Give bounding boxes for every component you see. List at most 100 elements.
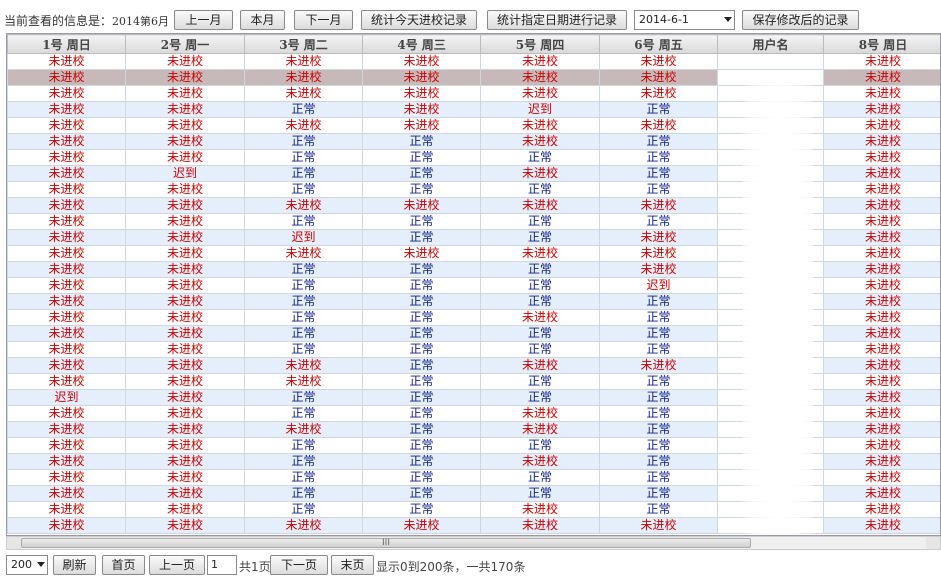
attendance-cell[interactable]: 未进校	[362, 517, 481, 534]
attendance-cell[interactable]: 正常	[480, 229, 600, 246]
attendance-cell[interactable]: 未进校	[599, 85, 718, 102]
attendance-cell[interactable]: 未进校	[599, 261, 718, 278]
attendance-cell[interactable]: 未进校	[7, 197, 126, 214]
attendance-cell[interactable]: 未进校	[480, 85, 600, 102]
attendance-cell[interactable]: 未进校	[244, 517, 363, 534]
attendance-cell[interactable]: 未进校	[823, 453, 940, 470]
attendance-cell[interactable]: 未进校	[823, 405, 940, 422]
first-page-button[interactable]: 首页	[102, 555, 145, 575]
attendance-cell[interactable]: 未进校	[823, 341, 940, 358]
attendance-cell[interactable]: 正常	[599, 325, 718, 342]
attendance-cell[interactable]: 未进校	[125, 437, 245, 454]
attendance-cell[interactable]: 正常	[362, 469, 481, 486]
attendance-cell[interactable]: 未进校	[125, 181, 245, 198]
attendance-cell[interactable]: 未进校	[7, 149, 126, 166]
attendance-cell[interactable]: 正常	[480, 373, 600, 390]
attendance-cell[interactable]: 未进校	[599, 517, 718, 534]
attendance-cell[interactable]: 未进校	[480, 453, 600, 470]
attendance-cell[interactable]: 未进校	[125, 53, 245, 70]
attendance-cell[interactable]: 未进校	[823, 69, 940, 86]
attendance-cell[interactable]: 未进校	[823, 501, 940, 518]
attendance-cell[interactable]: 未进校	[362, 197, 481, 214]
stat-today-button[interactable]: 统计今天进校记录	[361, 10, 477, 30]
stat-date-button[interactable]: 统计指定日期进行记录	[487, 10, 627, 30]
attendance-cell[interactable]: 未进校	[7, 101, 126, 118]
attendance-cell[interactable]: 正常	[362, 405, 481, 422]
attendance-cell[interactable]: 正常	[480, 181, 600, 198]
attendance-cell[interactable]: 正常	[480, 213, 600, 230]
attendance-cell[interactable]: 未进校	[480, 53, 600, 70]
table-row[interactable]: 未进校 未进校 正常 正常 正常 迟到 未进校	[7, 277, 940, 294]
attendance-cell[interactable]: 正常	[480, 469, 600, 486]
attendance-cell[interactable]: 正常	[599, 341, 718, 358]
column-header[interactable]: 用户名	[717, 34, 824, 54]
attendance-cell[interactable]: 正常	[362, 293, 481, 310]
attendance-cell[interactable]: 正常	[599, 501, 718, 518]
attendance-cell[interactable]: 未进校	[244, 53, 363, 70]
attendance-cell[interactable]: 正常	[362, 213, 481, 230]
attendance-cell[interactable]: 迟到	[599, 277, 718, 294]
table-row[interactable]: 未进校 未进校 正常 未进校 迟到 正常 未进校	[7, 101, 940, 118]
attendance-cell[interactable]: 未进校	[125, 309, 245, 326]
attendance-cell[interactable]: 迟到	[480, 101, 600, 118]
attendance-cell[interactable]: 未进校	[7, 69, 126, 86]
attendance-cell[interactable]: 未进校	[599, 197, 718, 214]
attendance-cell[interactable]: 未进校	[823, 469, 940, 486]
attendance-cell[interactable]: 正常	[244, 437, 363, 454]
attendance-cell[interactable]: 未进校	[823, 53, 940, 70]
attendance-cell[interactable]: 正常	[362, 229, 481, 246]
attendance-cell[interactable]: 未进校	[599, 117, 718, 134]
attendance-cell[interactable]: 未进校	[125, 357, 245, 374]
attendance-cell[interactable]: 正常	[362, 325, 481, 342]
column-header[interactable]: 8号 周日	[823, 34, 940, 54]
attendance-cell[interactable]: 未进校	[823, 117, 940, 134]
attendance-cell[interactable]: 未进校	[362, 117, 481, 134]
attendance-cell[interactable]: 未进校	[7, 85, 126, 102]
table-row[interactable]: 未进校 未进校 未进校 正常 未进校 未进校 未进校	[7, 357, 940, 374]
attendance-cell[interactable]: 未进校	[823, 85, 940, 102]
attendance-cell[interactable]: 正常	[599, 149, 718, 166]
attendance-cell[interactable]: 未进校	[823, 421, 940, 438]
attendance-cell[interactable]: 未进校	[362, 85, 481, 102]
attendance-cell[interactable]: 未进校	[7, 373, 126, 390]
attendance-cell[interactable]: 未进校	[7, 261, 126, 278]
scroll-left-arrow[interactable]	[7, 537, 21, 549]
attendance-cell[interactable]: 未进校	[7, 133, 126, 150]
attendance-cell[interactable]: 未进校	[125, 485, 245, 502]
attendance-cell[interactable]: 未进校	[362, 245, 481, 262]
scroll-right-arrow[interactable]	[926, 537, 940, 549]
attendance-cell[interactable]: 未进校	[125, 405, 245, 422]
attendance-cell[interactable]: 正常	[599, 389, 718, 406]
attendance-cell[interactable]: 未进校	[7, 117, 126, 134]
attendance-cell[interactable]: 正常	[480, 325, 600, 342]
attendance-cell[interactable]: 未进校	[244, 117, 363, 134]
prev-page-button[interactable]: 上一页	[149, 555, 205, 575]
attendance-cell[interactable]: 正常	[599, 453, 718, 470]
attendance-cell[interactable]: 正常	[480, 437, 600, 454]
save-button[interactable]: 保存修改后的记录	[742, 10, 859, 30]
attendance-cell[interactable]: 未进校	[823, 133, 940, 150]
attendance-cell[interactable]: 正常	[244, 133, 363, 150]
attendance-cell[interactable]: 未进校	[823, 389, 940, 406]
attendance-cell[interactable]: 未进校	[125, 373, 245, 390]
attendance-cell[interactable]: 未进校	[125, 389, 245, 406]
attendance-cell[interactable]: 正常	[362, 357, 481, 374]
attendance-cell[interactable]: 未进校	[823, 149, 940, 166]
attendance-cell[interactable]: 正常	[599, 469, 718, 486]
next-page-button[interactable]: 下一页	[270, 555, 328, 575]
last-page-button[interactable]: 末页	[331, 555, 374, 575]
attendance-cell[interactable]: 未进校	[7, 469, 126, 486]
column-header[interactable]: 2号 周一	[125, 34, 245, 54]
attendance-cell[interactable]: 正常	[244, 277, 363, 294]
attendance-cell[interactable]: 未进校	[125, 341, 245, 358]
attendance-cell[interactable]: 正常	[362, 133, 481, 150]
attendance-cell[interactable]: 正常	[599, 485, 718, 502]
attendance-cell[interactable]: 未进校	[7, 501, 126, 518]
attendance-cell[interactable]: 未进校	[125, 69, 245, 86]
attendance-cell[interactable]: 正常	[599, 437, 718, 454]
attendance-cell[interactable]: 未进校	[599, 357, 718, 374]
column-header[interactable]: 4号 周三	[362, 34, 481, 54]
attendance-cell[interactable]: 未进校	[125, 229, 245, 246]
column-header[interactable]: 1号 周日	[7, 34, 126, 54]
attendance-cell[interactable]: 正常	[244, 405, 363, 422]
